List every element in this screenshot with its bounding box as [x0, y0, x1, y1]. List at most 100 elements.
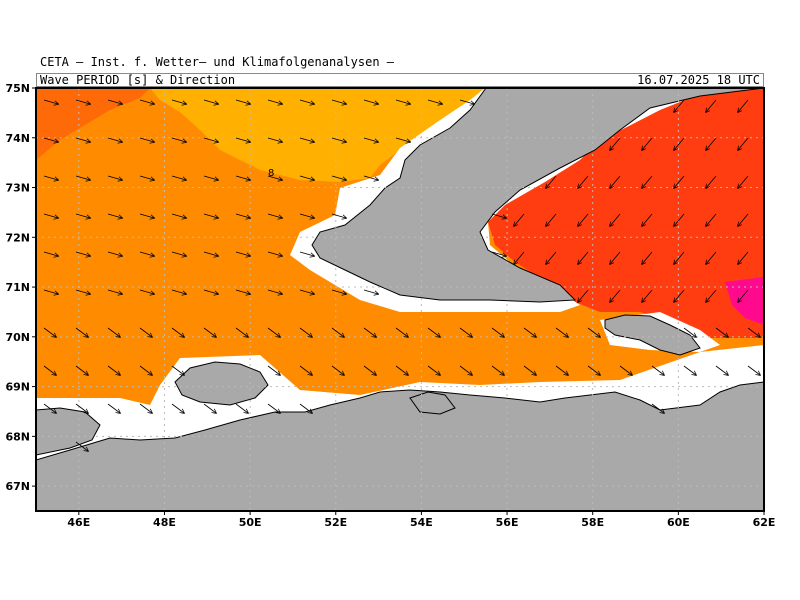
direction-arrow: [235, 289, 250, 294]
direction-arrow: [395, 327, 408, 337]
direction-arrow: [139, 289, 154, 294]
direction-arrow: [587, 365, 600, 375]
direction-arrow: [75, 99, 90, 104]
direction-arrow: [203, 251, 218, 256]
direction-arrow: [738, 213, 749, 226]
direction-arrow: [267, 365, 280, 375]
direction-arrow: [43, 327, 56, 337]
direction-arrow: [715, 365, 728, 375]
direction-arrow: [203, 137, 218, 142]
lat-tick-label: 69N: [5, 381, 30, 394]
direction-arrow: [706, 213, 717, 226]
direction-arrow: [587, 327, 600, 337]
direction-arrow: [578, 251, 589, 264]
direction-arrow: [139, 175, 154, 180]
wave-direction-arrows: [43, 99, 760, 451]
direction-arrow: [235, 137, 250, 142]
contour-label-8: 8: [268, 168, 274, 179]
direction-arrow: [299, 327, 312, 337]
direction-arrow: [203, 289, 218, 294]
period-7-zone: [150, 88, 485, 182]
direction-arrow: [331, 99, 346, 104]
direction-arrow: [555, 365, 568, 375]
direction-arrow: [331, 213, 346, 218]
lon-tick-label: 46E: [67, 516, 90, 529]
direction-arrow: [491, 365, 504, 375]
direction-arrow: [514, 213, 525, 226]
direction-arrow: [706, 99, 717, 112]
direction-arrow: [331, 289, 346, 294]
direction-arrow: [203, 403, 216, 413]
direction-arrow: [139, 99, 154, 104]
direction-arrow: [203, 99, 218, 104]
direction-arrow: [75, 289, 90, 294]
direction-arrow: [331, 327, 344, 337]
direction-arrow: [75, 175, 90, 180]
direction-arrow: [459, 327, 472, 337]
direction-arrow: [235, 251, 250, 256]
direction-arrow: [642, 213, 653, 226]
direction-arrow: [267, 289, 282, 294]
direction-arrow: [171, 213, 186, 218]
direction-arrow: [43, 403, 56, 413]
direction-arrow: [683, 365, 696, 375]
direction-arrow: [171, 289, 186, 294]
direction-arrow: [738, 175, 749, 188]
direction-arrow: [523, 365, 536, 375]
direction-arrow: [715, 327, 728, 337]
direction-arrow: [171, 403, 184, 413]
direction-arrow: [299, 289, 314, 294]
direction-arrow: [459, 365, 472, 375]
direction-arrow: [427, 327, 440, 337]
direction-arrow: [107, 137, 122, 142]
direction-arrow: [747, 365, 760, 375]
direction-arrow: [706, 137, 717, 150]
direction-arrow: [299, 251, 314, 256]
direction-arrow: [738, 289, 749, 302]
direction-arrow: [610, 137, 621, 150]
direction-arrow: [459, 99, 474, 104]
direction-arrow: [747, 327, 760, 337]
direction-arrow: [683, 327, 696, 337]
direction-arrow: [738, 137, 749, 150]
direction-arrow: [267, 137, 282, 142]
direction-arrow: [674, 99, 685, 112]
kolguev-island: [174, 361, 269, 406]
direction-arrow: [427, 365, 440, 375]
direction-arrow: [171, 137, 186, 142]
direction-arrow: [491, 327, 504, 337]
direction-arrow: [651, 403, 664, 413]
direction-arrow: [43, 99, 58, 104]
direction-arrow: [43, 251, 58, 256]
direction-arrow: [139, 251, 154, 256]
direction-arrow: [107, 365, 120, 375]
direction-arrow: [75, 403, 88, 413]
direction-arrow: [75, 327, 88, 337]
direction-arrow: [171, 99, 186, 104]
period-9-zone-west: [36, 88, 150, 160]
valid-datetime: 16.07.2025 18 UTC: [637, 73, 760, 87]
direction-arrow: [674, 251, 685, 264]
direction-arrow: [171, 327, 184, 337]
direction-arrow: [75, 365, 88, 375]
direction-arrow: [331, 365, 344, 375]
direction-arrow: [299, 137, 314, 142]
direction-arrow: [642, 289, 653, 302]
direction-arrow: [363, 289, 378, 294]
direction-arrow: [139, 137, 154, 142]
direction-arrow: [75, 441, 88, 451]
lon-tick-label: 48E: [153, 516, 176, 529]
direction-arrow: [555, 327, 568, 337]
direction-arrow: [75, 251, 90, 256]
direction-arrow: [171, 175, 186, 180]
direction-arrow: [619, 365, 632, 375]
direction-arrow: [235, 175, 250, 180]
direction-arrow: [235, 99, 250, 104]
direction-arrow: [267, 99, 282, 104]
direction-arrow: [267, 213, 282, 218]
direction-arrow: [610, 213, 621, 226]
direction-arrow: [642, 175, 653, 188]
direction-arrow: [395, 137, 410, 142]
direction-arrow: [235, 327, 248, 337]
direction-arrow: [107, 403, 120, 413]
